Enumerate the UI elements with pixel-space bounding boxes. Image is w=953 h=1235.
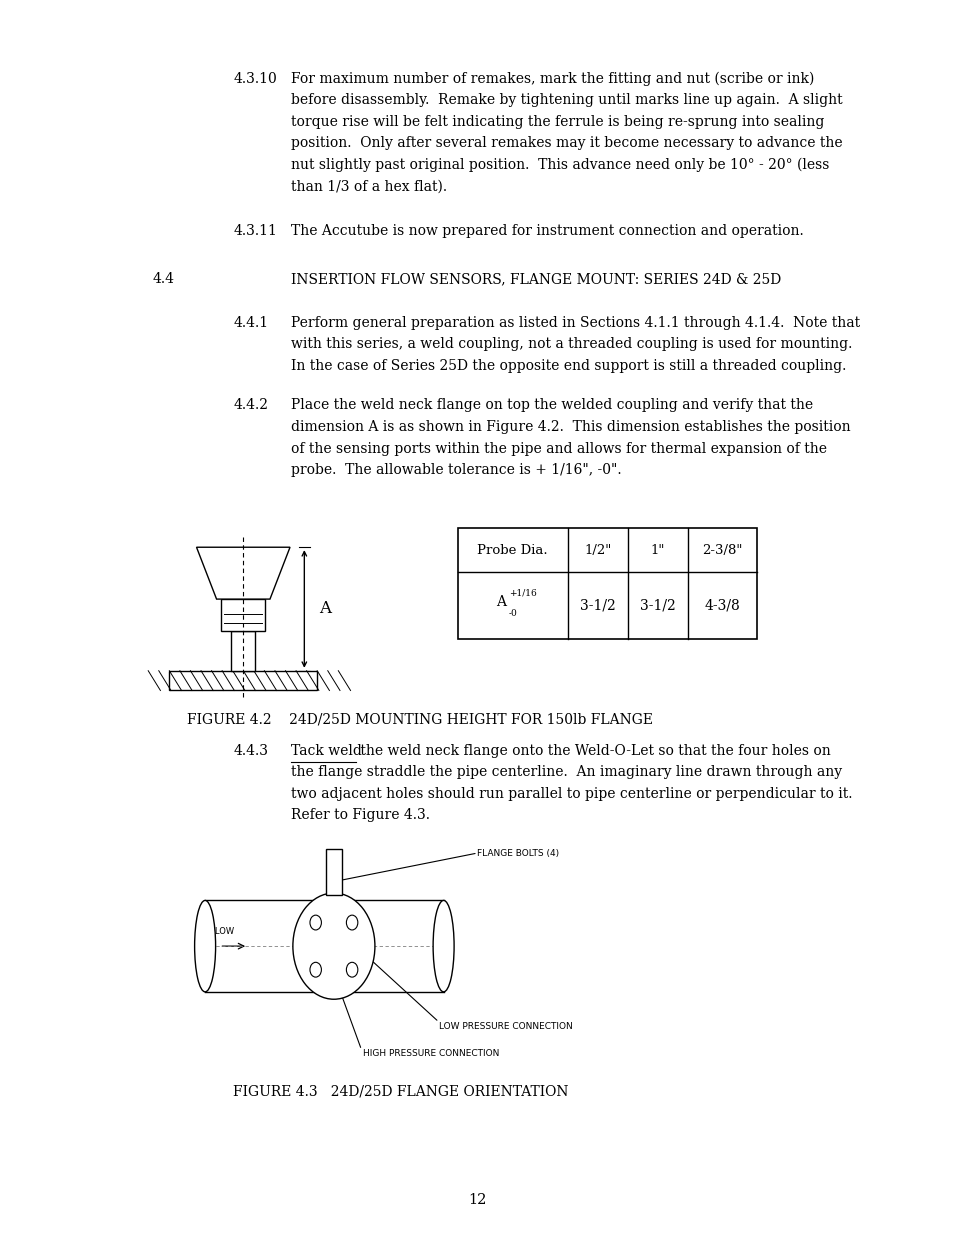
Text: FIGURE 4.3   24D/25D FLANGE ORIENTATION: FIGURE 4.3 24D/25D FLANGE ORIENTATION: [233, 1084, 568, 1098]
Text: +1/16: +1/16: [508, 589, 537, 598]
Text: 1": 1": [650, 543, 664, 557]
Text: 4.4.2: 4.4.2: [233, 398, 269, 412]
Bar: [326, 848, 341, 895]
Polygon shape: [196, 547, 290, 599]
Text: In the case of Series 25D the opposite end support is still a threaded coupling.: In the case of Series 25D the opposite e…: [291, 359, 845, 373]
Text: LOW PRESSURE CONNECTION: LOW PRESSURE CONNECTION: [438, 1021, 572, 1031]
Text: with this series, a weld coupling, not a threaded coupling is used for mounting.: with this series, a weld coupling, not a…: [291, 337, 851, 351]
Text: FLOW: FLOW: [210, 927, 234, 936]
Circle shape: [346, 915, 357, 930]
Text: Refer to Figure 4.3.: Refer to Figure 4.3.: [291, 809, 430, 823]
Text: before disassembly.  Remake by tightening until marks line up again.  A slight: before disassembly. Remake by tightening…: [291, 94, 841, 107]
Text: 1/2": 1/2": [583, 543, 611, 557]
Circle shape: [310, 915, 321, 930]
Text: Place the weld neck flange on top the welded coupling and verify that the: Place the weld neck flange on top the we…: [291, 398, 812, 412]
Ellipse shape: [433, 900, 454, 992]
Text: 4.4: 4.4: [152, 272, 174, 285]
Text: The Accutube is now prepared for instrument connection and operation.: The Accutube is now prepared for instrum…: [291, 224, 802, 237]
Text: 4.4.1: 4.4.1: [233, 316, 269, 330]
Text: torque rise will be felt indicating the ferrule is being re-sprung into sealing: torque rise will be felt indicating the …: [291, 115, 823, 128]
Text: 4.4.3: 4.4.3: [233, 743, 269, 757]
Text: Probe Dia.: Probe Dia.: [476, 543, 548, 557]
Text: of the sensing ports within the pipe and allows for thermal expansion of the: of the sensing ports within the pipe and…: [291, 442, 826, 456]
Text: 3-1/2: 3-1/2: [579, 599, 615, 613]
Text: 4.3.11: 4.3.11: [233, 224, 277, 237]
Text: 4.3.10: 4.3.10: [233, 72, 277, 85]
Text: HIGH PRESSURE CONNECTION: HIGH PRESSURE CONNECTION: [362, 1049, 498, 1058]
Text: For maximum number of remakes, mark the fitting and nut (scribe or ink): For maximum number of remakes, mark the …: [291, 72, 814, 86]
Text: 2-3/8": 2-3/8": [701, 543, 741, 557]
Text: dimension A is as shown in Figure 4.2.  This dimension establishes the position: dimension A is as shown in Figure 4.2. T…: [291, 420, 850, 433]
Text: than 1/3 of a hex flat).: than 1/3 of a hex flat).: [291, 180, 447, 194]
Text: -0: -0: [508, 609, 517, 618]
Circle shape: [293, 893, 375, 999]
Text: FIGURE 4.2    24D/25D MOUNTING HEIGHT FOR 150lb FLANGE: FIGURE 4.2 24D/25D MOUNTING HEIGHT FOR 1…: [187, 713, 652, 726]
Text: Tack weld: Tack weld: [291, 743, 361, 757]
Text: the weld neck flange onto the Weld-O-Let so that the four holes on: the weld neck flange onto the Weld-O-Let…: [355, 743, 830, 757]
Text: the flange straddle the pipe centerline.  An imaginary line drawn through any: the flange straddle the pipe centerline.…: [291, 766, 841, 779]
Text: position.  Only after several remakes may it become necessary to advance the: position. Only after several remakes may…: [291, 137, 841, 151]
Text: INSERTION FLOW SENSORS, FLANGE MOUNT: SERIES 24D & 25D: INSERTION FLOW SENSORS, FLANGE MOUNT: SE…: [291, 272, 781, 285]
Bar: [221, 599, 265, 631]
Text: FLANGE BOLTS (4): FLANGE BOLTS (4): [476, 848, 558, 858]
Text: two adjacent holes should run parallel to pipe centerline or perpendicular to it: two adjacent holes should run parallel t…: [291, 787, 852, 800]
Circle shape: [310, 962, 321, 977]
Ellipse shape: [194, 900, 215, 992]
Text: A: A: [318, 600, 331, 618]
Text: Perform general preparation as listed in Sections 4.1.1 through 4.1.4.  Note tha: Perform general preparation as listed in…: [291, 316, 860, 330]
Bar: [170, 671, 316, 690]
Bar: [231, 631, 255, 671]
Text: 12: 12: [467, 1193, 486, 1208]
Text: probe.  The allowable tolerance is + 1/16", -0".: probe. The allowable tolerance is + 1/16…: [291, 463, 621, 477]
Bar: [457, 529, 756, 640]
Text: nut slightly past original position.  This advance need only be 10° - 20° (less: nut slightly past original position. Thi…: [291, 158, 828, 173]
Circle shape: [346, 962, 357, 977]
Text: 3-1/2: 3-1/2: [639, 599, 675, 613]
Text: A: A: [496, 595, 505, 609]
Text: 4-3/8: 4-3/8: [703, 599, 740, 613]
